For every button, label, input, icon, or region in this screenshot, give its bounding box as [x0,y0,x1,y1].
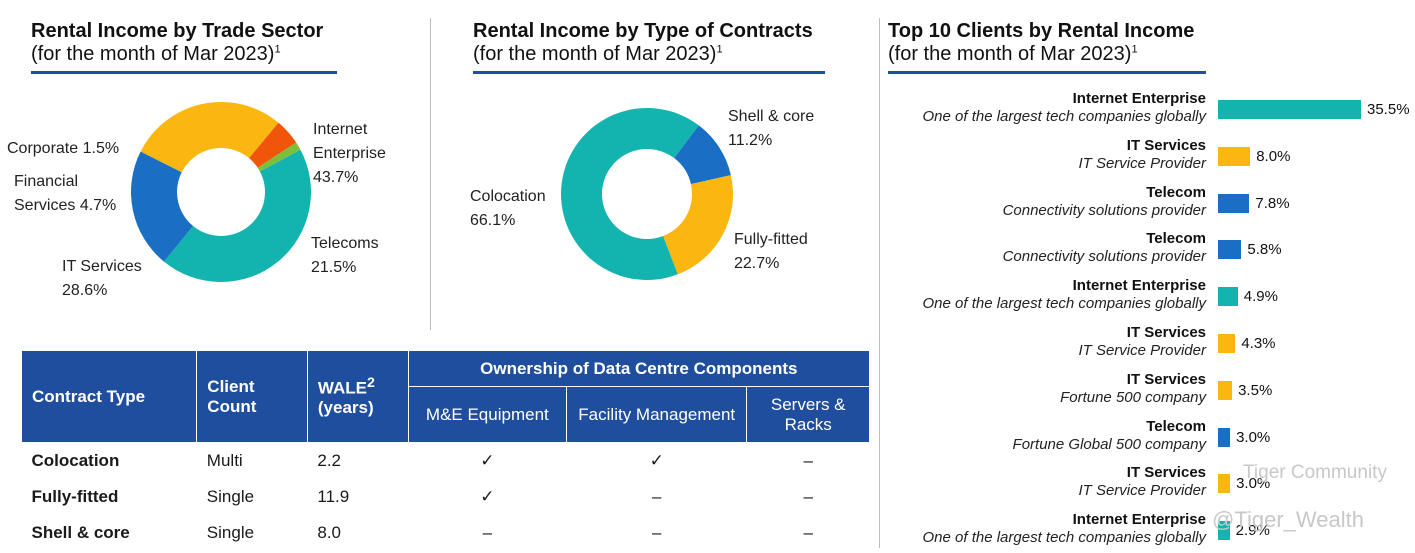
bar-description-label: Connectivity solutions provider [1002,248,1206,266]
bar-description-label: IT Service Provider [1078,482,1206,500]
bar-sector-label: Telecom [1146,417,1206,435]
bar-sector-label: IT Services [1126,136,1206,154]
table-row: Fully-fitted Single 11.9 ✓ – – [31,487,813,506]
bar-mark [1218,287,1238,307]
trade-sector-slice-3 [249,122,297,168]
bar-mark [1218,474,1231,494]
bar-description-label: One of the largest tech companies global… [922,295,1207,313]
bar-value-label: 4.3% [1241,335,1276,352]
footnote-marker: 1 [1131,43,1138,56]
label-financial-services: Financial Services 4.7% [14,173,117,214]
bar-description-label: One of the largest tech companies global… [922,108,1207,125]
bar-value-label: 7.8% [1255,194,1290,212]
trade-sector-underline [31,71,337,74]
top-clients-underline [888,71,1206,74]
bar-mark [1218,100,1361,119]
contract-type-subtitle: (for the month of Mar 2023)1 [473,43,723,65]
header-me-equipment: M&E Equipment [407,386,568,443]
bar-mark [1218,240,1242,260]
contract-type-title: Rental Income by Type of Contracts [473,20,813,42]
label-shell-core: Shell & core 11.2% [728,108,815,149]
contract-type-donut [561,108,733,280]
trade-sector-panel: Rental Income by Trade Sector (for the m… [31,20,411,66]
trade-sector-slices [131,102,311,282]
label-fully-fitted: Fully-fitted 22.7% [734,231,808,272]
trade-sector-subtitle: (for the month of Mar 2023)1 [31,43,281,65]
bar-description-label: Fortune 500 company [1060,388,1206,406]
header-contract-type: Contract Type [20,350,198,443]
trade-sector-donut [131,102,311,282]
bar-sector-label: Telecom [1146,230,1206,248]
header-facility-management: Facility Management [566,386,748,443]
contract-table: Contract Type Client Count WALE2 (years) … [20,350,871,551]
bar-sector-label: IT Services [1126,464,1206,482]
contract-type-slice-1 [663,175,733,275]
contract-type-underline [473,71,825,74]
contract-type-panel: Rental Income by Type of Contracts (for … [473,20,873,66]
trade-sector-slice-1 [131,151,194,262]
bar-sector-label: Internet Enterprise [1072,277,1206,295]
trade-sector-title: Rental Income by Trade Sector [31,20,324,42]
bar-value-label: 4.9% [1243,288,1278,306]
bar-value-label: 3.0% [1236,475,1271,493]
label-it-services: IT Services 28.6% [62,258,142,299]
bar-mark [1218,427,1231,447]
bar-sector-label: IT Services [1126,324,1206,341]
bar-description-label: Fortune Global 500 company [1012,435,1206,453]
header-client-count: Client Count [196,350,308,443]
bar-value-label: 8.0% [1256,147,1291,165]
bar-value-label: 3.5% [1238,381,1273,399]
header-wale: WALE2 (years) [306,350,409,443]
bar-mark [1218,521,1230,541]
bar-mark [1218,193,1250,213]
bar-description-label: Connectivity solutions provider [1002,201,1206,219]
bar-description-label: IT Service Provider [1078,154,1206,172]
top-clients-subtitle: (for the month of Mar 2023)1 [888,43,1138,65]
top-clients-title: Top 10 Clients by Rental Income [888,20,1195,42]
bar-mark [1218,146,1251,166]
label-telecoms: Telecoms 21.5% [311,235,379,276]
bar-value-label: 2.9% [1235,522,1270,540]
bar-description-label: IT Service Provider [1078,342,1206,359]
bar-mark [1218,334,1236,353]
top-clients-bar-chart: Internet Enterprise One of the largest te… [880,88,1415,553]
label-internet-enterprise: Internet Enterprise 43.7% [313,121,386,186]
contract-type-slice-0 [674,125,731,185]
bar-sector-label: IT Services [1126,370,1206,388]
watermark-handle: @Tiger_Wealth [1212,507,1364,532]
footnote-marker: 1 [716,43,723,56]
bar-mark [1218,380,1233,400]
bar-value-label: 3.0% [1236,428,1271,446]
table-row: Colocation Multi 2.2 ✓ ✓ – [31,451,813,470]
header-servers-racks: Servers & Racks [746,386,870,443]
label-colocation: Colocation 66.1% [470,188,546,229]
separator-2 [879,18,880,548]
trade-sector-slice-4 [257,142,301,172]
contract-type-slice-2 [561,108,699,280]
bar-sector-label: Internet Enterprise [1072,511,1206,529]
separator-1 [430,18,431,330]
bar-value-label: 5.8% [1247,241,1282,259]
bar-description-label: One of the largest tech companies global… [922,529,1207,547]
trade-sector-slice-0 [163,149,311,282]
label-corporate: Corporate 1.5% [7,140,120,157]
top-clients-panel: Top 10 Clients by Rental Income (for the… [888,20,1288,66]
contract-type-slices [561,108,733,280]
header-ownership-group: Ownership of Data Centre Components [407,350,871,387]
bar-sector-label: Telecom [1146,183,1206,201]
watermark-community: Tiger Community [1243,462,1387,483]
bar-sector-label: Internet Enterprise [1072,90,1206,107]
footnote-marker: 1 [274,43,281,56]
trade-sector-slice-2 [140,102,279,173]
table-row: Shell & core Single 8.0 – – – [31,523,813,542]
bar-value-label: 35.5% [1367,101,1410,118]
